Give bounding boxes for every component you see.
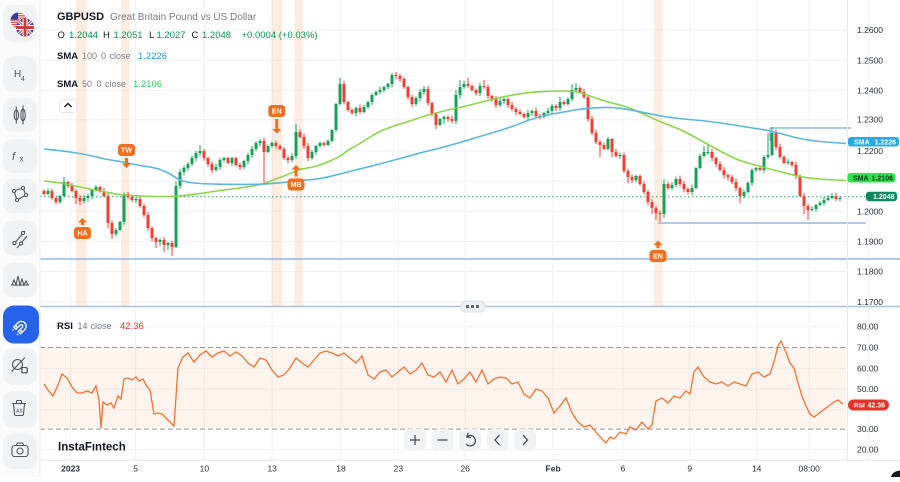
svg-text:70.00: 70.00: [857, 343, 879, 353]
svg-text:1.2048: 1.2048: [873, 194, 895, 201]
svg-text:L: L: [149, 30, 154, 41]
svg-text:1.2048: 1.2048: [202, 30, 231, 41]
svg-text:42.36: 42.36: [120, 321, 144, 332]
svg-text:80.00: 80.00: [857, 322, 879, 332]
svg-text:20.00: 20.00: [857, 445, 879, 455]
svg-text:1.2400: 1.2400: [857, 86, 883, 96]
svg-text:All: All: [16, 409, 22, 415]
svg-text:1.1800: 1.1800: [857, 267, 883, 277]
svg-text:MB: MB: [291, 182, 302, 189]
svg-text:30.00: 30.00: [857, 424, 879, 434]
svg-text:14: 14: [78, 321, 88, 331]
svg-text:Great Britain Pound vs US Doll: Great Britain Pound vs US Dollar: [110, 12, 257, 23]
svg-text:RSI: RSI: [854, 403, 865, 410]
svg-text:GBPUSD: GBPUSD: [57, 11, 104, 23]
svg-text:1.2300: 1.2300: [857, 115, 883, 125]
svg-text:SMA: SMA: [853, 175, 869, 182]
svg-text:23: 23: [394, 464, 404, 474]
svg-text:0: 0: [97, 79, 102, 89]
svg-text:4: 4: [21, 76, 25, 83]
svg-text:9: 9: [687, 464, 692, 474]
svg-text:TW: TW: [121, 148, 132, 155]
svg-text:close: close: [91, 321, 112, 331]
svg-text:InstaFıntech: InstaFıntech: [58, 442, 126, 454]
svg-text:1.2000: 1.2000: [857, 206, 883, 216]
svg-text:50.00: 50.00: [857, 384, 879, 394]
svg-text:1.2106: 1.2106: [872, 175, 894, 182]
svg-text:100: 100: [82, 51, 97, 61]
svg-text:0: 0: [101, 51, 106, 61]
svg-text:1.2106: 1.2106: [133, 79, 162, 90]
svg-text:26: 26: [460, 464, 470, 474]
svg-text:1.2027: 1.2027: [157, 30, 186, 41]
svg-text:08:00: 08:00: [799, 464, 821, 474]
svg-text:EN: EN: [653, 254, 663, 261]
svg-text:O: O: [58, 30, 65, 41]
svg-text:x: x: [20, 155, 24, 164]
svg-text:6: 6: [621, 464, 626, 474]
svg-text:1.2600: 1.2600: [857, 25, 883, 35]
svg-text:SMA: SMA: [854, 139, 870, 146]
svg-text:50: 50: [82, 79, 92, 89]
svg-text:14: 14: [752, 464, 762, 474]
svg-text:RSI: RSI: [57, 321, 73, 332]
svg-text:1.2226: 1.2226: [875, 139, 897, 146]
svg-text:H: H: [103, 30, 110, 41]
svg-text:EN: EN: [272, 109, 282, 116]
svg-text:1.1700: 1.1700: [857, 297, 883, 307]
svg-text:close: close: [105, 79, 126, 89]
svg-text:SMA: SMA: [57, 79, 78, 90]
svg-text:10: 10: [200, 464, 210, 474]
svg-text:C: C: [192, 30, 199, 41]
svg-text:1.2200: 1.2200: [857, 146, 883, 156]
svg-text:1.2051: 1.2051: [114, 30, 143, 41]
svg-text:42.36: 42.36: [867, 403, 885, 410]
svg-text:1.2044: 1.2044: [69, 30, 98, 41]
svg-text:H: H: [14, 69, 21, 80]
svg-text:close: close: [110, 51, 131, 61]
svg-text:f: f: [12, 151, 16, 163]
svg-text:Feb: Feb: [546, 464, 561, 474]
svg-text:SMA: SMA: [57, 51, 78, 62]
svg-text:18: 18: [336, 464, 346, 474]
svg-text:HA: HA: [77, 231, 87, 238]
svg-text:1.2500: 1.2500: [857, 55, 883, 65]
svg-text:1.1900: 1.1900: [857, 236, 883, 246]
svg-text:+0.0004 (+0.03%): +0.0004 (+0.03%): [242, 30, 318, 41]
svg-text:1.2226: 1.2226: [138, 51, 167, 62]
svg-text:60.00: 60.00: [857, 364, 879, 374]
svg-text:13: 13: [267, 464, 277, 474]
svg-text:2023: 2023: [61, 464, 80, 474]
svg-text:5: 5: [133, 464, 138, 474]
